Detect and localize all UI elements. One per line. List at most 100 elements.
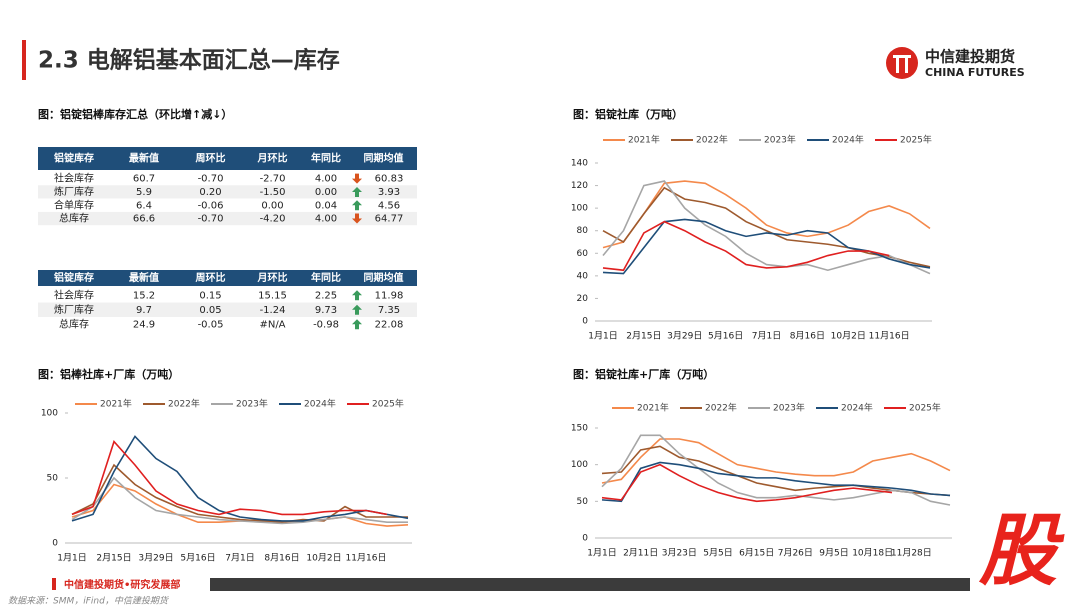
table-row bbox=[38, 198, 417, 212]
column-header: 年同比 bbox=[311, 271, 341, 284]
y-tick-label: 0 bbox=[582, 317, 588, 327]
table-cell: #N/A bbox=[259, 319, 285, 330]
column-header: 周环比 bbox=[196, 152, 226, 165]
legend-label: 2022年 bbox=[696, 134, 728, 146]
trend-down-icon bbox=[352, 173, 362, 184]
y-tick-label: 50 bbox=[577, 497, 589, 507]
x-tick-label: 1月1日 bbox=[57, 553, 86, 564]
table-section-title: 图：铝锭铝棒库存汇总（环比增↑减↓） bbox=[38, 107, 232, 121]
x-tick-label: 7月1日 bbox=[225, 553, 254, 564]
y-tick-label: 20 bbox=[577, 294, 589, 304]
slide-title: 2.3 电解铝基本面汇总—库存 bbox=[38, 47, 340, 74]
x-tick-label: 11月16日 bbox=[869, 331, 910, 342]
chart-title: 图：铝锭社库（万吨） bbox=[573, 107, 683, 121]
table-cell: 4.00 bbox=[315, 214, 337, 225]
legend-label: 2021年 bbox=[637, 402, 669, 414]
legend-label: 2021年 bbox=[628, 134, 660, 146]
logo-icon-stroke bbox=[893, 55, 911, 58]
x-tick-label: 10月2日 bbox=[831, 331, 866, 342]
table-row bbox=[38, 185, 417, 199]
x-tick-label: 9月5日 bbox=[819, 548, 848, 559]
table-cell: 炼厂库存 bbox=[54, 185, 94, 198]
x-tick-label: 8月16日 bbox=[790, 331, 825, 342]
table-cell: 0.00 bbox=[261, 200, 283, 211]
legend-label: 2022年 bbox=[705, 402, 737, 414]
series-line bbox=[602, 180, 931, 275]
x-tick-label: 3月29日 bbox=[138, 553, 173, 564]
y-tick-label: 80 bbox=[577, 226, 589, 236]
footer-mark bbox=[52, 578, 56, 590]
table-cell: 0.20 bbox=[199, 187, 221, 198]
table-row bbox=[38, 317, 417, 332]
series-line bbox=[601, 434, 951, 506]
trend-up-icon bbox=[352, 319, 362, 330]
legend-label: 2024年 bbox=[832, 134, 864, 146]
column-header: 月环比 bbox=[257, 152, 288, 165]
table-cell: 2.25 bbox=[315, 290, 337, 301]
table-cell: -0.05 bbox=[198, 319, 224, 330]
y-tick-label: 50 bbox=[47, 474, 59, 484]
series-line bbox=[71, 440, 388, 516]
legend-label: 2023年 bbox=[764, 134, 796, 146]
table-cell: 0.04 bbox=[315, 200, 337, 211]
column-header: 最新值 bbox=[129, 271, 159, 284]
series-line bbox=[601, 463, 893, 503]
table-cell: -2.70 bbox=[260, 174, 286, 185]
x-tick-label: 1月1日 bbox=[588, 331, 617, 342]
y-tick-label: 40 bbox=[577, 271, 589, 281]
trend-down-icon bbox=[352, 213, 362, 224]
table-cell: -1.50 bbox=[260, 187, 286, 198]
table-cell: 总库存 bbox=[59, 317, 89, 330]
table-cell: 11.98 bbox=[375, 290, 404, 301]
series-line bbox=[71, 435, 409, 522]
table-cell: 60.83 bbox=[375, 174, 404, 185]
table-cell: 15.2 bbox=[133, 290, 155, 301]
table-header bbox=[38, 147, 417, 170]
table-cell: -0.70 bbox=[198, 214, 224, 225]
chart: 图：铝锭社库+厂库（万吨） 0 50 100 150 1月1日 2月11日 3月23日 5月5日… bbox=[571, 367, 952, 559]
title-bar bbox=[22, 40, 26, 80]
x-tick-label: 2月15日 bbox=[626, 331, 661, 342]
series-line bbox=[71, 463, 408, 524]
table-cell: 64.77 bbox=[375, 214, 404, 225]
table-header bbox=[38, 270, 417, 286]
table-cell: 社会库存 bbox=[54, 172, 94, 185]
table-cell: 炼厂库存 bbox=[54, 303, 94, 316]
y-tick-label: 100 bbox=[571, 460, 588, 470]
legend-label: 2025年 bbox=[909, 402, 941, 414]
legend-label: 2023年 bbox=[773, 402, 805, 414]
y-tick-label: 140 bbox=[571, 159, 588, 169]
series-line bbox=[601, 461, 951, 503]
table-row bbox=[38, 288, 417, 303]
logo-en: CHINA FUTURES bbox=[925, 66, 1025, 79]
legend-label: 2021年 bbox=[100, 398, 132, 410]
table-cell: 0.15 bbox=[199, 290, 221, 301]
table-cell: 0.00 bbox=[315, 187, 337, 198]
legend-label: 2024年 bbox=[841, 402, 873, 414]
trend-up-icon bbox=[352, 200, 362, 211]
y-tick-label: 60 bbox=[577, 249, 589, 259]
x-tick-label: 7月26日 bbox=[778, 548, 813, 559]
chart: 图：铝锭社库（万吨） 0 20 40 60 80 100 120 140 1月1日 2月15日 3月2… bbox=[571, 107, 932, 342]
table-cell: 总库存 bbox=[59, 212, 89, 225]
table-cell: 7.35 bbox=[378, 305, 400, 316]
y-tick-label: 0 bbox=[582, 534, 588, 544]
series-line bbox=[602, 180, 931, 249]
table-cell: -1.24 bbox=[260, 305, 286, 316]
logo-icon-stroke bbox=[896, 58, 899, 73]
column-header: 铝锭库存 bbox=[54, 152, 94, 165]
legend-label: 2024年 bbox=[304, 398, 336, 410]
y-tick-label: 100 bbox=[571, 204, 588, 214]
table-cell: 5.9 bbox=[136, 187, 152, 198]
table-cell: 24.9 bbox=[133, 319, 155, 330]
chart-title: 图：铝棒社库+厂库（万吨） bbox=[38, 367, 179, 381]
badge: 股 bbox=[978, 506, 1065, 596]
logo: 中信建投期货 CHINA FUTURES bbox=[886, 47, 1025, 79]
legend-label: 2022年 bbox=[168, 398, 200, 410]
table-cell: 社会库存 bbox=[54, 288, 94, 301]
table-cell: 6.4 bbox=[136, 200, 152, 211]
chart: 图：铝棒社库+厂库（万吨） 0 50 100 1月1日 2月15日 3月29日 5月16日 7月… bbox=[38, 367, 412, 564]
legend-label: 2025年 bbox=[900, 134, 932, 146]
